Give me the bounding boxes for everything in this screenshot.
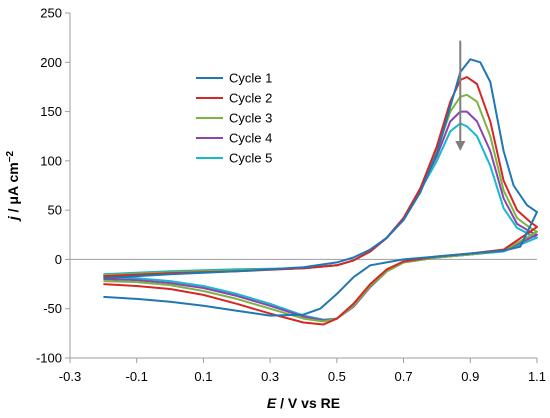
x-tick-label: -0.3	[59, 369, 81, 384]
x-tick-label: 0.7	[395, 369, 413, 384]
legend-label: Cycle 2	[229, 91, 272, 106]
y-tick-label: 250	[40, 6, 62, 21]
x-tick-label: 0.5	[328, 369, 346, 384]
series-line-cycle-3	[103, 93, 538, 323]
y-axis-rest: / μA cm	[5, 162, 21, 216]
y-axis-var: j	[5, 215, 21, 222]
y-tick-label: 200	[40, 55, 62, 70]
series-line-cycle-5	[103, 122, 538, 321]
y-tick-label: 150	[40, 104, 62, 119]
annotation-layer	[455, 40, 466, 152]
y-tick-label: -100	[36, 351, 62, 366]
y-tick-label: -50	[43, 301, 62, 316]
x-axis-rest: / V vs RE	[276, 395, 340, 411]
series-layer	[103, 58, 538, 326]
x-tick-label: -0.1	[126, 369, 148, 384]
y-axis-sup: −2	[5, 150, 16, 162]
y-tick-label: 50	[48, 203, 62, 218]
legend-label: Cycle 4	[229, 131, 272, 146]
arrow-down-icon	[455, 141, 466, 152]
series-line-cycle-2	[103, 76, 538, 326]
legend: Cycle 1 Cycle 2 Cycle 3 Cycle 4 Cycle 5	[196, 71, 272, 166]
x-tick-label: 0.1	[194, 369, 212, 384]
x-tick-label: 1.1	[528, 369, 546, 384]
y-tick-label: 100	[40, 153, 62, 168]
x-axis-var: E	[267, 395, 277, 411]
legend-label: Cycle 1	[229, 71, 272, 86]
legend-label: Cycle 3	[229, 111, 272, 126]
x-axis-title: E / V vs RE	[267, 395, 340, 411]
x-tick-label: 0.9	[461, 369, 479, 384]
y-axis-title: j / μA cm−2	[5, 150, 22, 222]
y-tick-label: 0	[55, 252, 62, 267]
legend-label: Cycle 5	[229, 151, 272, 166]
axes: -100 -50 0 50 100 150 200 250 -0.3 -0.1 0.1 0.3 0.5 0…	[36, 6, 546, 385]
series-line-cycle-1	[103, 58, 538, 317]
x-tick-label: 0.3	[261, 369, 279, 384]
